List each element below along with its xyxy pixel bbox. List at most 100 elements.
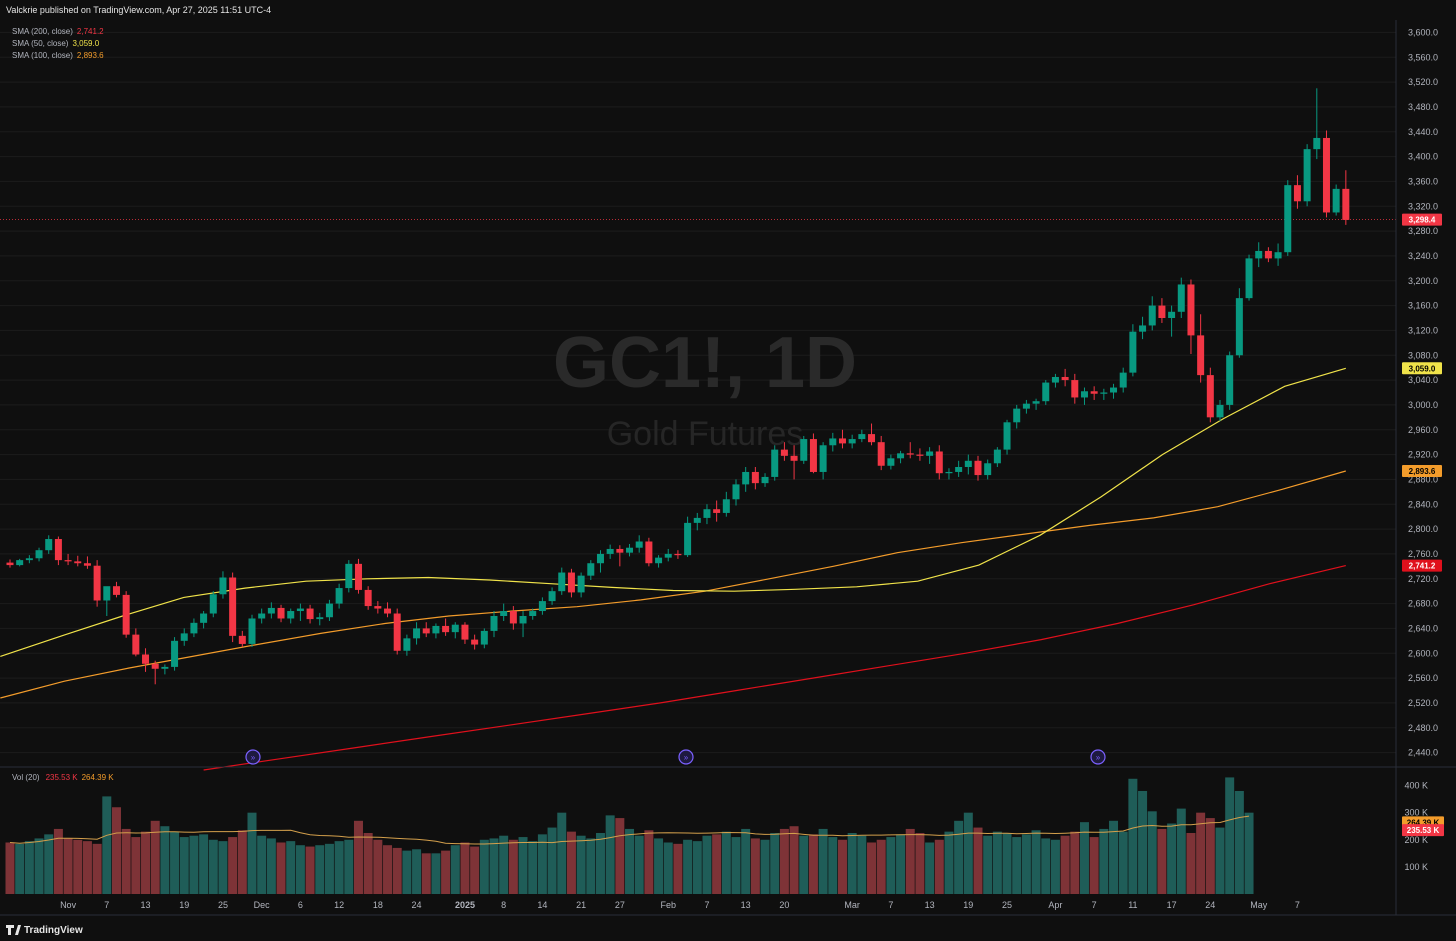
candle-body — [945, 471, 953, 474]
volume-bar — [605, 815, 615, 894]
price-badge — [1402, 464, 1442, 477]
candle-body — [403, 638, 411, 651]
candle-body — [868, 434, 876, 443]
volume-bar — [63, 838, 73, 894]
time-tick-label: 13 — [141, 900, 151, 910]
legend-sma100-label: SMA (100, close) — [12, 51, 73, 60]
event-marker-1[interactable]: » — [245, 749, 261, 765]
candle-body — [558, 572, 566, 592]
candle-body — [887, 458, 895, 466]
event-marker-3[interactable]: » — [1090, 749, 1106, 765]
volume-bar — [702, 835, 712, 894]
candle-body — [955, 467, 963, 472]
candle-body — [345, 563, 353, 589]
candle-body — [993, 449, 1001, 464]
volume-bar — [257, 835, 267, 894]
candle-body — [780, 449, 788, 456]
time-tick-label: May — [1250, 900, 1268, 910]
candle-body — [190, 622, 198, 634]
volume-bar — [141, 831, 151, 894]
price-tick-label: 2,640.0 — [1408, 623, 1438, 633]
volume-tick-label: 200 K — [1404, 835, 1428, 845]
volume-bar — [528, 841, 538, 894]
price-badge-text: 2,741.2 — [1409, 562, 1436, 571]
volume-bar — [1079, 822, 1089, 894]
volume-bar — [750, 838, 760, 894]
time-tick-label: 17 — [1167, 900, 1177, 910]
candle-body — [393, 613, 401, 651]
volume-bar — [34, 838, 44, 894]
volume-bar — [179, 837, 189, 894]
candle-body — [713, 509, 721, 513]
volume-bar — [1196, 812, 1206, 894]
publisher-line: Valckrie published on TradingView.com, A… — [6, 5, 271, 15]
time-tick-label: 8 — [501, 900, 506, 910]
volume-bar — [1128, 778, 1138, 894]
volume-bar — [208, 839, 218, 894]
candle-body — [1129, 331, 1137, 373]
candle-body — [1119, 372, 1127, 388]
candle-body — [1216, 404, 1224, 418]
time-axis[interactable]: Nov 7 13 19 25 Dec 6 12 18 24 2025 8 14 21 27 Feb 7 13 20 M… — [60, 900, 1300, 910]
candle-body — [674, 553, 682, 556]
volume-bar — [15, 843, 25, 894]
time-tick-label: 19 — [179, 900, 189, 910]
volume-bar — [315, 845, 325, 894]
candle-body — [432, 625, 440, 634]
candle-body — [645, 541, 653, 564]
volume-bar — [102, 796, 112, 894]
price-tick-label: 3,240.0 — [1408, 251, 1438, 261]
volume-bar — [1031, 830, 1041, 894]
time-tick-label: 7 — [1295, 900, 1300, 910]
volume-badge-text: 235.53 K — [1407, 826, 1440, 835]
volume-bar — [150, 820, 160, 894]
candle-body — [732, 484, 740, 500]
svg-text:SMA (50, close)3,059.0: SMA (50, close) 3,059.0 — [12, 39, 100, 48]
candle-body — [606, 548, 614, 554]
volume-bar — [412, 849, 422, 894]
volume-bar — [857, 835, 867, 894]
price-tick-label: 2,440.0 — [1408, 748, 1438, 758]
volume-ma-line — [9, 815, 1250, 845]
time-tick-label: 11 — [1128, 900, 1137, 910]
volume-bar — [489, 838, 499, 894]
price-tick-label: 2,800.0 — [1408, 524, 1438, 534]
volume-bar — [847, 833, 857, 894]
time-tick-label: 20 — [779, 900, 789, 910]
volume-tick-label: 300 K — [1404, 808, 1428, 818]
time-tick-label: 7 — [1092, 900, 1097, 910]
candle-body — [442, 625, 450, 633]
price-axis[interactable]: 2,440.0 2,480.0 2,520.0 2,560.0 2,600.0 2,640… — [1408, 27, 1438, 757]
volume-legend: Vol (20) 235.53 K 264.39 K — [12, 773, 114, 782]
volume-bar — [441, 850, 451, 894]
time-tick-label: 27 — [615, 900, 625, 910]
candle-body — [1303, 149, 1311, 202]
volume-bar — [566, 831, 576, 894]
candle-body — [529, 611, 537, 616]
volume-axis[interactable]: 100 K 200 K 300 K 400 K — [1404, 781, 1428, 872]
tradingview-logo[interactable]: TradingView — [6, 925, 83, 936]
price-badge-text: 2,893.6 — [1409, 467, 1436, 476]
candle-body — [374, 606, 382, 609]
volume-bar — [1234, 790, 1244, 894]
candle-body — [567, 572, 575, 593]
price-tick-label: 2,880.0 — [1408, 474, 1438, 484]
candle-body — [219, 577, 227, 595]
volume-bar — [479, 839, 489, 894]
candle-body — [248, 618, 256, 644]
volume-bar — [818, 828, 828, 894]
candle-body — [277, 607, 285, 619]
volume-badge-text: 264.39 K — [1407, 818, 1440, 827]
volume-bar — [1244, 812, 1254, 894]
volume-bar — [770, 833, 780, 894]
candle-body — [790, 455, 798, 461]
candle-body — [684, 522, 692, 556]
volume-bar — [276, 842, 286, 894]
candle-body — [1197, 335, 1205, 376]
event-marker-2[interactable]: » — [678, 749, 694, 765]
candle-body — [122, 594, 130, 635]
candle-body — [974, 460, 982, 476]
candle-body — [93, 565, 101, 601]
volume-bar — [1070, 831, 1080, 894]
